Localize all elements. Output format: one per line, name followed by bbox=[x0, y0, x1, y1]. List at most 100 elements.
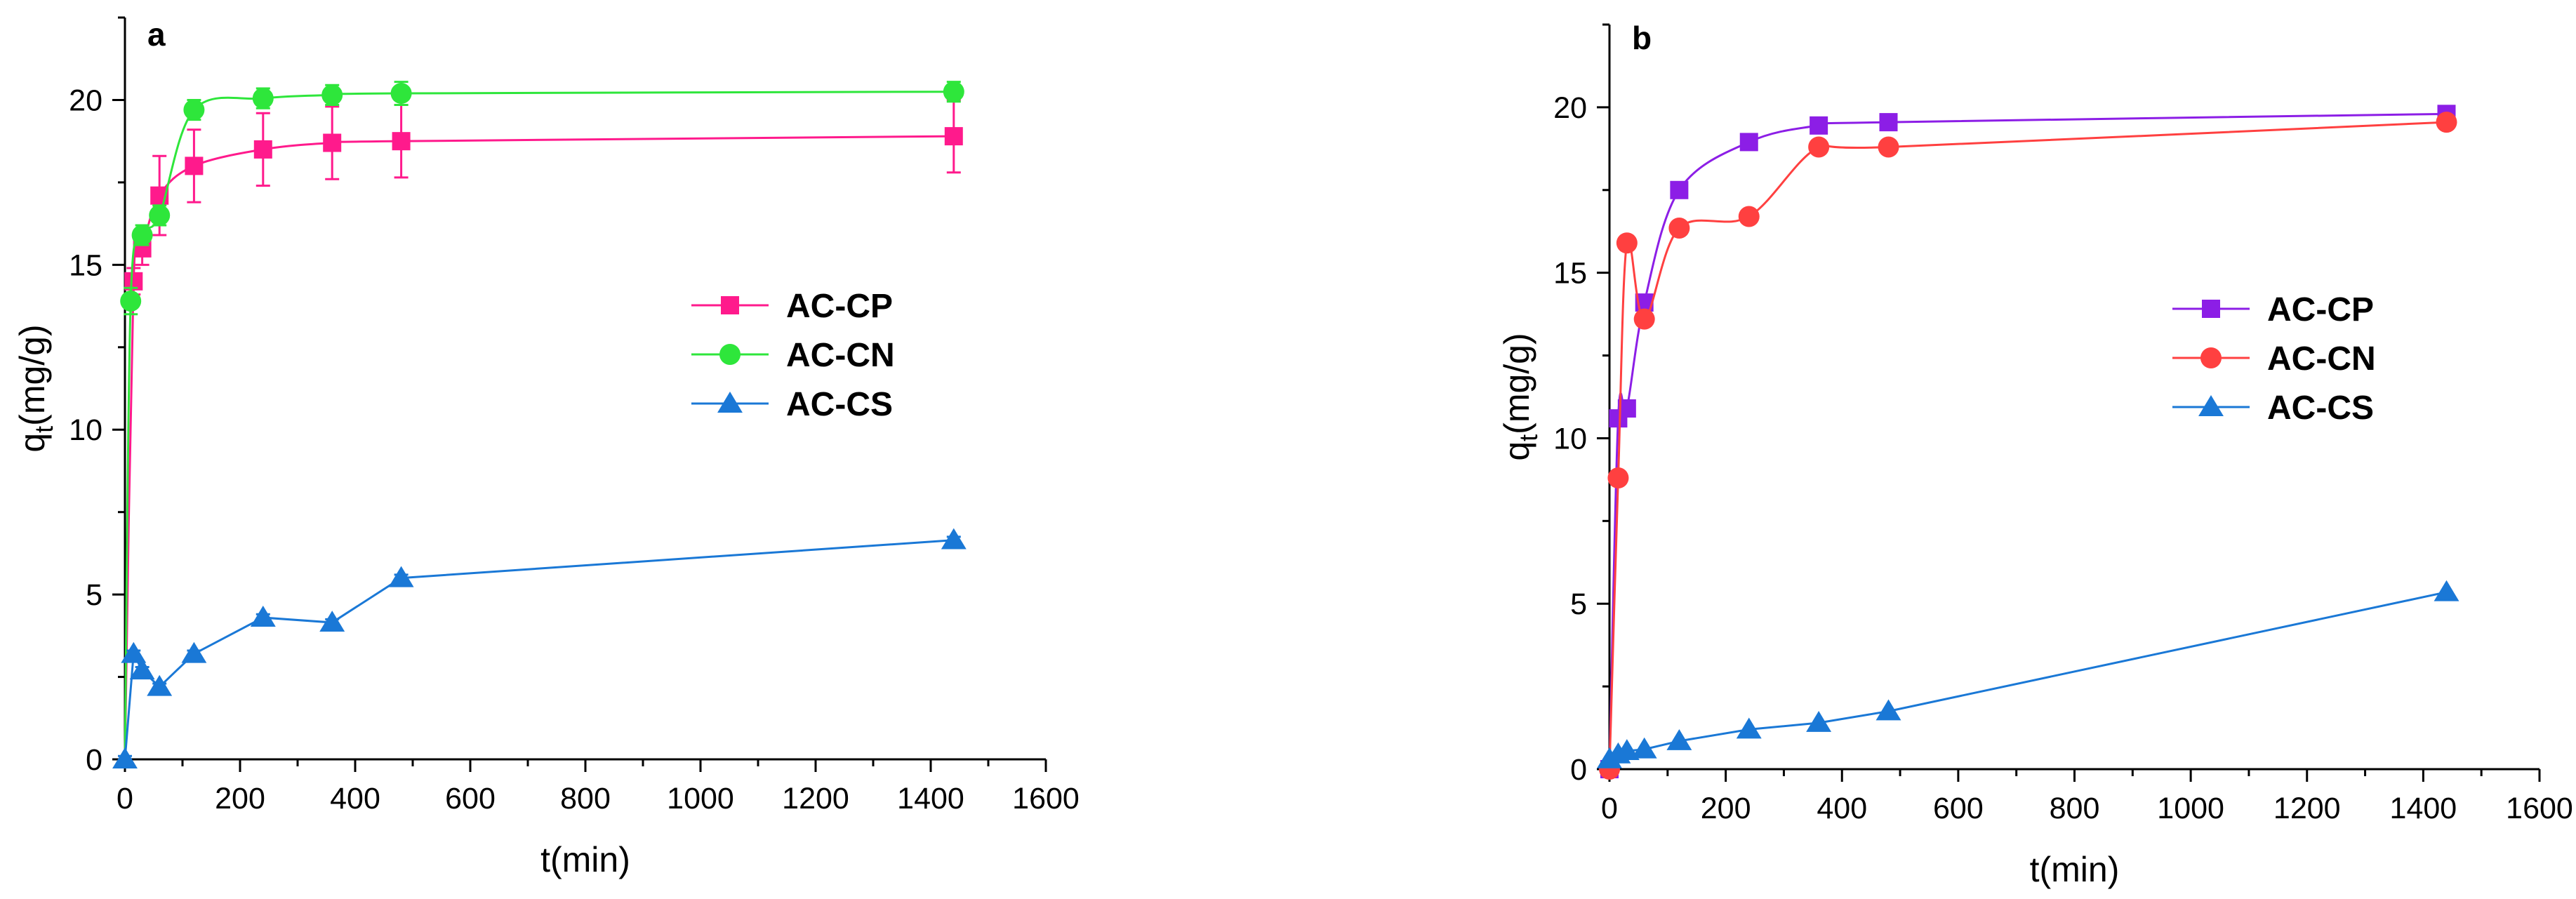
panel-a-ac-cs-point bbox=[147, 674, 173, 696]
panel-b-ac-cp-point bbox=[1670, 180, 1689, 199]
panel-b-x-tick-label: 200 bbox=[1701, 792, 1751, 825]
panel-a-x-tick-label: 600 bbox=[445, 782, 496, 815]
panel-b-legend-ac-cs-label: AC-CS bbox=[2267, 389, 2374, 427]
panel-b-ac-cn-point bbox=[2436, 112, 2457, 133]
panel-a-ac-cn-point bbox=[390, 83, 412, 105]
panel-a-y-axis-title-sub: t bbox=[29, 426, 58, 433]
panel-b-y-axis-title: qt(mg/g) bbox=[1497, 333, 1543, 460]
panel-b-ac-cs-line bbox=[1609, 591, 2447, 761]
panel-a-ac-cs-point bbox=[250, 606, 276, 627]
panel-b-y-tick-label: 10 bbox=[1553, 422, 1587, 455]
panel-b-y-tick-label: 5 bbox=[1570, 587, 1587, 621]
panel-a-ac-cs-point bbox=[129, 658, 155, 680]
panel-a-legend-ac-cs-marker bbox=[717, 392, 743, 413]
panel-a-ac-cs-line bbox=[124, 539, 954, 760]
panel-b-ac-cn-point bbox=[1738, 206, 1760, 227]
panel-b-x-tick-label: 800 bbox=[2050, 792, 2100, 825]
panel-b-ac-cs-point bbox=[1736, 717, 1762, 739]
panel-a-ac-cn-point bbox=[321, 84, 343, 106]
panel-b-legend-ac-cn-label: AC-CN bbox=[2267, 340, 2376, 378]
panel-b-x-tick-label: 400 bbox=[1817, 792, 1867, 825]
panel-a-y-axis-title-rest: (mg/g) bbox=[13, 324, 52, 425]
panel-a-ac-cp-point bbox=[323, 133, 342, 152]
panel-a-chart: 0 200 400 600 800 1000 1200 1400 1600 0 5 10 15 20 t(m… bbox=[13, 16, 1080, 879]
panel-a-ac-cn-point bbox=[252, 88, 274, 109]
panel-a-series-ac-cn bbox=[120, 81, 964, 760]
panel-b-legend-ac-cs-marker bbox=[2198, 395, 2224, 416]
panel-a-ac-cn-point bbox=[943, 81, 964, 102]
panel-a-ac-cn-point bbox=[131, 225, 153, 246]
panel-a-ac-cp-line bbox=[124, 135, 954, 760]
panel-b-ac-cp-point bbox=[1810, 116, 1828, 135]
panel-a-ac-cs-point bbox=[112, 747, 138, 768]
panel-b-ac-cn-point bbox=[1607, 467, 1629, 489]
panel-a-legend-ac-cp-label: AC-CP bbox=[786, 288, 893, 325]
panel-a-ac-cp-point bbox=[944, 127, 963, 146]
panel-a-y-axis-title-main: q bbox=[13, 433, 52, 453]
panel-b-chart: 0 200 400 600 800 1000 1200 1400 1600 0 5 10 15 20 t(m… bbox=[1497, 20, 2573, 889]
panel-a-ac-cp-point bbox=[185, 157, 204, 175]
panel-b-ac-cn-point bbox=[1633, 308, 1655, 330]
panel-b-y-tick-label: 15 bbox=[1553, 257, 1587, 291]
panel-b-y-axis-title-main: q bbox=[1497, 441, 1536, 461]
panel-b-y-axis-title-rest: (mg/g) bbox=[1497, 333, 1536, 434]
panel-b-y-tick-label: 20 bbox=[1553, 91, 1587, 125]
panel-b-x-axis-title: t(min) bbox=[2030, 850, 2120, 889]
panel-a-ac-cn-line bbox=[124, 91, 954, 760]
panel-b-ac-cs-point bbox=[1806, 711, 1832, 732]
panel-b-x-tick-label: 600 bbox=[1933, 792, 1984, 825]
panel-b-x-tick-label: 1600 bbox=[2506, 792, 2573, 825]
panel-b-ac-cn-point bbox=[1808, 136, 1830, 158]
panel-b-ac-cp-line bbox=[1608, 112, 2447, 770]
panel-b-ac-cs-point bbox=[2434, 580, 2459, 601]
panel-a-legend-ac-cp-marker bbox=[721, 296, 739, 314]
panel-a-ac-cp-point bbox=[392, 132, 411, 151]
panel-a-x-tick-label: 1200 bbox=[782, 782, 849, 815]
panel-a-x-tick-label: 0 bbox=[117, 782, 133, 815]
panel-a-legend-ac-cn-marker bbox=[719, 344, 741, 365]
panel-b-y-axis-title-sub: t bbox=[1514, 434, 1543, 441]
panel-b-legend: AC-CP AC-CN AC-CS bbox=[2172, 291, 2376, 427]
panel-a-x-tick-label: 1000 bbox=[667, 782, 734, 815]
panel-b-x-tick-label: 1200 bbox=[2273, 792, 2341, 825]
panel-a-series-ac-cp bbox=[124, 98, 963, 760]
panel-a-ac-cp-point bbox=[253, 140, 272, 159]
panel-a-series-ac-cs bbox=[112, 528, 967, 768]
panel-b-x-tick-label: 1000 bbox=[2157, 792, 2224, 825]
panel-b-series-ac-cs bbox=[1597, 580, 2459, 768]
panel-a-y-tick-label: 5 bbox=[86, 578, 102, 612]
panel-a-y-tick-label: 20 bbox=[69, 84, 102, 117]
panel-b-legend-ac-cp-label: AC-CP bbox=[2267, 291, 2374, 328]
panel-a-x-tick-label: 400 bbox=[330, 782, 380, 815]
panel-a-y-tick-label: 0 bbox=[86, 743, 102, 777]
panel-a-ac-cn-point bbox=[149, 204, 171, 226]
panel-a-ac-cn-point bbox=[183, 99, 205, 121]
panel-b-legend-ac-cn-marker bbox=[2200, 347, 2222, 368]
panel-b-ac-cn-line bbox=[1608, 121, 2447, 770]
panel-b-series-ac-cn bbox=[1599, 112, 2457, 780]
panel-a-legend-ac-cs-label: AC-CS bbox=[786, 386, 893, 423]
panel-b-ac-cs-point bbox=[1666, 728, 1692, 750]
panel-a-x-tick-label: 1600 bbox=[1012, 782, 1080, 815]
panel-a-ac-cs-point bbox=[181, 641, 207, 663]
panel-a-x-tick-label: 800 bbox=[560, 782, 611, 815]
panel-a-x-axis-title: t(min) bbox=[540, 840, 630, 879]
panel-a-legend: AC-CP AC-CN AC-CS bbox=[691, 288, 895, 423]
panel-b-x-tick-label: 1400 bbox=[2390, 792, 2457, 825]
panel-a-ac-cs-point bbox=[388, 566, 414, 587]
panel-b-ac-cp-point bbox=[1879, 113, 1898, 132]
panel-b-ac-cs-point bbox=[1875, 699, 1901, 721]
panel-b-y-tick-label: 0 bbox=[1570, 753, 1587, 787]
panel-b-label: b bbox=[1632, 20, 1652, 56]
panel-a-y-tick-label: 15 bbox=[69, 248, 102, 282]
panel-b-series-ac-cp bbox=[1600, 105, 2456, 778]
panel-a-y-tick-label: 10 bbox=[69, 413, 102, 447]
panel-a-x-tick-label: 1400 bbox=[897, 782, 964, 815]
panel-b-ac-cn-point bbox=[1878, 136, 1899, 158]
panel-a-ac-cn-point bbox=[120, 291, 142, 312]
panel-b-legend-ac-cp-marker bbox=[2202, 300, 2220, 318]
panel-a-y-axis-title: qt(mg/g) bbox=[13, 324, 58, 452]
panel-b-ac-cs-point bbox=[1631, 737, 1657, 759]
panel-a-legend-ac-cn-label: AC-CN bbox=[786, 337, 895, 374]
